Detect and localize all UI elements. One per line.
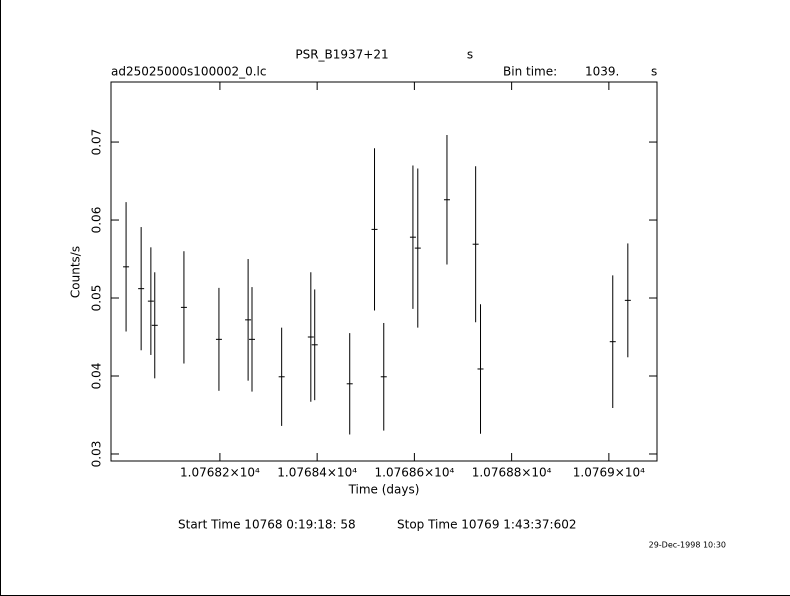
stop-time: Stop Time 10769 1:43:37:602 — [397, 518, 576, 532]
y-tick-label: 0.03 — [90, 441, 104, 468]
start-time: Start Time 10768 0:19:18: 58 — [178, 518, 356, 532]
x-tick-label: 1.07682×10⁴ — [180, 466, 260, 480]
title-unit: s — [467, 48, 473, 62]
x-tick-label: 1.07688×10⁴ — [472, 466, 552, 480]
y-tick-label: 0.06 — [90, 207, 104, 234]
plot-frame — [110, 81, 658, 462]
x-tick-label: 1.0769×10⁴ — [573, 466, 645, 480]
bin-time-label: Bin time: — [503, 65, 557, 79]
chart-title: PSR_B1937+21 — [295, 48, 388, 62]
bin-time-unit: s — [651, 65, 657, 79]
file-name: ad25025000s100002_0.lc — [111, 65, 267, 79]
y-tick-label: 0.04 — [90, 363, 104, 390]
x-tick-label: 1.07686×10⁴ — [375, 466, 455, 480]
timestamp: 29-Dec-1998 10:30 — [649, 541, 726, 550]
y-axis-label: Counts/s — [69, 246, 83, 298]
x-axis-label: Time (days) — [348, 483, 420, 497]
y-tick-label: 0.07 — [90, 129, 104, 156]
y-tick-label: 0.05 — [90, 285, 104, 312]
bin-time: 1039. — [585, 65, 619, 79]
x-tick-label: 1.07684×10⁴ — [277, 466, 357, 480]
